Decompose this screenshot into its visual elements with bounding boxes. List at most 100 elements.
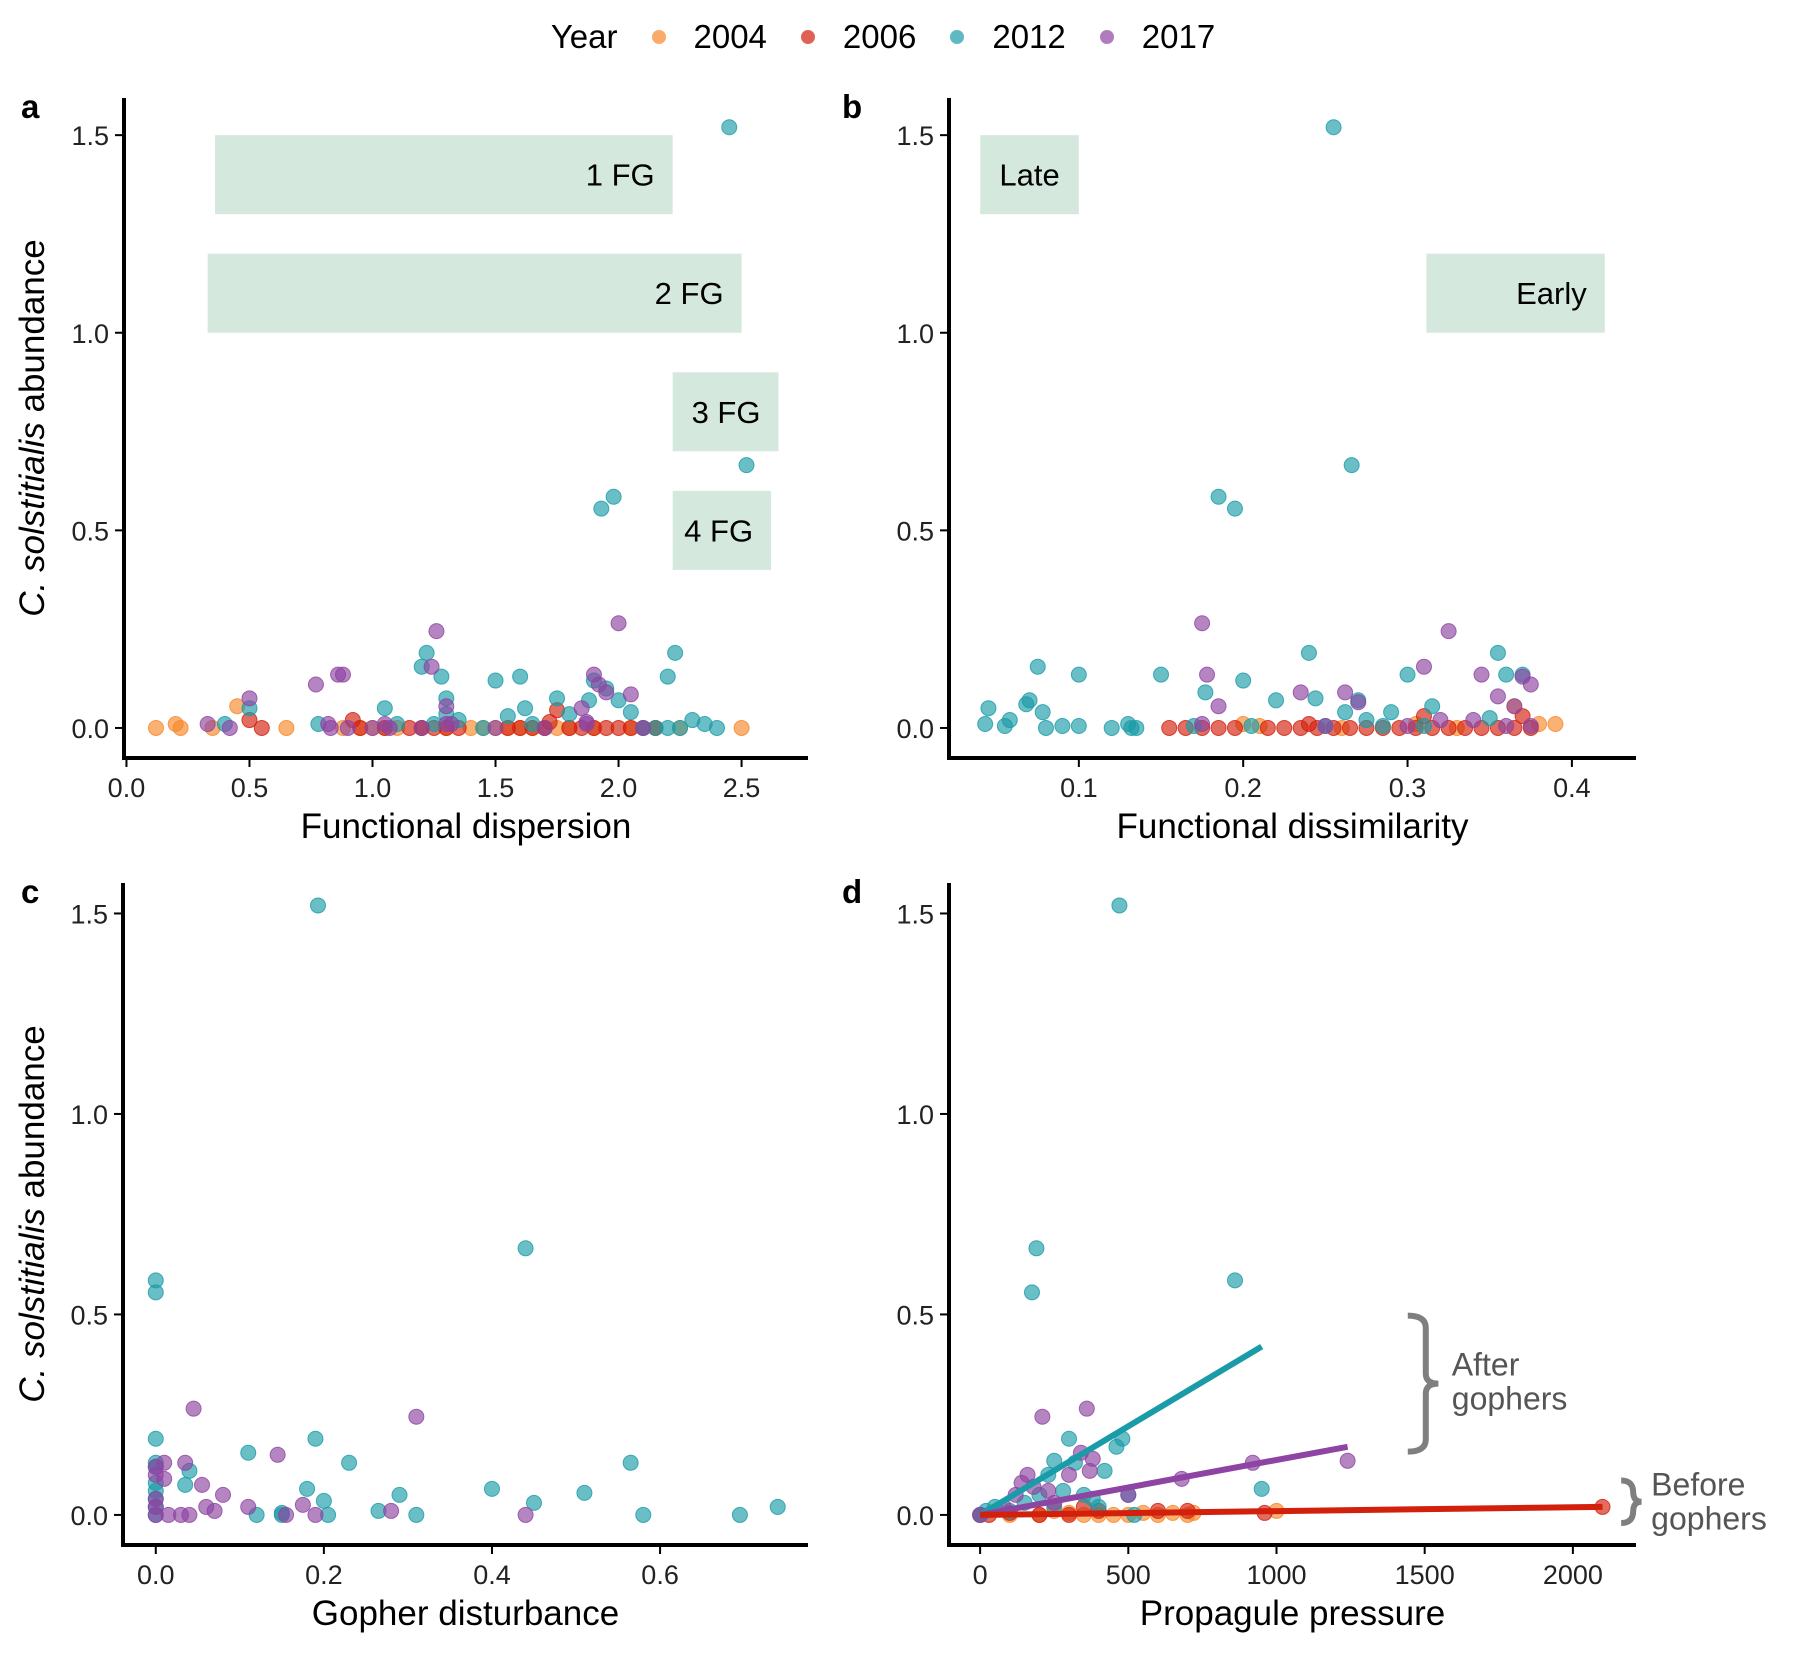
data-point-2017 [1339,1452,1356,1469]
data-point-2012 [1001,712,1018,729]
x-tick-label: 0.4 [1553,773,1591,803]
legend-item-2012: 2012 [950,18,1066,56]
data-point-2012 [315,1492,332,1509]
data-point-2017 [573,700,590,717]
data-point-2017 [1078,1400,1095,1417]
data-point-2017 [1210,698,1227,715]
brace-label: gophers [1452,1381,1568,1417]
brace-label: After [1452,1347,1520,1383]
data-point-2017 [517,1506,534,1523]
x-tick-label: 500 [1106,1560,1151,1590]
data-point-2017 [598,684,615,701]
fit-line-2006 [980,1503,1603,1518]
data-point-2017 [1199,666,1216,683]
x-tick-label: 1500 [1395,1560,1455,1590]
data-point-2017 [536,719,553,736]
data-point-2017 [307,1506,324,1523]
annotation-label: 3 FG [692,395,761,430]
data-point-2017 [294,1496,311,1513]
data-point-2017 [1084,1450,1101,1467]
data-point-2017 [578,716,595,733]
data-point-2012 [1415,717,1432,734]
y-axis-title-rest: abundance [13,239,52,422]
data-point-2012 [708,719,725,736]
data-point-2012 [299,1480,316,1497]
data-point-2017 [1506,698,1523,715]
data-point-2017 [487,719,504,736]
data-point-2017 [428,623,445,640]
data-point-2012 [1128,719,1145,736]
data-point-2017 [443,716,460,733]
data-point-2012 [1153,666,1170,683]
x-tick-label: 0.2 [1224,773,1262,803]
x-tick-label: 2000 [1543,1560,1603,1590]
data-point-2017 [199,716,216,733]
x-tick-label: 2.0 [600,773,638,803]
data-point-2004 [278,719,295,736]
data-point-2012 [499,708,516,725]
legend-label-2006: 2006 [842,18,917,55]
data-point-2017 [438,698,455,715]
y-tick-label: 0.5 [71,516,109,546]
x-axis-title: Gopher disturbance [312,1594,619,1633]
data-point-2017 [177,1454,194,1471]
legend-item-2006: 2006 [800,18,917,56]
legend-dot-2012 [950,30,965,44]
data-point-2017 [1440,623,1457,640]
legend-dot-2017 [1099,30,1114,44]
data-point-2017 [381,719,398,736]
data-point-2012 [1325,119,1342,136]
data-point-2017 [1194,716,1211,733]
data-point-2006 [1259,719,1276,736]
data-point-2012 [1307,690,1324,707]
y-tick-label: 1.0 [896,1100,934,1130]
x-tick-label: 1000 [1246,1560,1306,1590]
data-point-2012 [1028,1240,1045,1257]
panel-label: b [842,88,862,125]
data-point-2012 [1103,719,1120,736]
data-point-2012 [1300,644,1317,661]
data-point-2012 [418,644,435,661]
data-point-2012 [433,668,450,685]
y-tick-label: 1.0 [896,319,934,349]
data-point-2012 [512,668,529,685]
x-tick-label: 0.2 [305,1560,343,1590]
fit-line-2012 [978,1343,1264,1518]
data-point-2012 [1399,666,1416,683]
data-point-2012 [1343,457,1360,474]
data-point-2012 [1197,684,1214,701]
data-point-2012 [549,690,566,707]
data-point-2017 [413,719,430,736]
x-axis-title: Propagule pressure [1140,1594,1445,1633]
data-point-2017 [1473,666,1490,683]
fit-line-2017 [979,1443,1349,1518]
data-point-2012 [576,1484,593,1501]
data-point-2012 [1374,717,1391,734]
data-point-2012 [147,1430,164,1447]
brace-icon [1621,1477,1642,1526]
data-point-2012 [1481,710,1498,727]
y-tick-label: 0.0 [896,714,934,744]
data-point-2017 [185,1400,202,1417]
data-point-2012 [1096,1462,1113,1479]
data-point-2017 [334,666,351,683]
data-point-2017 [383,1502,400,1519]
data-point-2017 [622,686,639,703]
data-point-2012 [635,1506,652,1523]
y-tick-label: 1.5 [71,121,109,151]
data-point-2012 [1021,692,1038,709]
x-axis-title: Functional dispersion [301,807,632,846]
data-point-2017 [156,1454,173,1471]
data-point-2012 [659,668,676,685]
data-point-2017 [423,658,440,675]
data-point-2017 [1432,712,1449,729]
panel-label: a [21,88,40,125]
data-point-2012 [1054,717,1071,734]
data-point-2012 [1235,672,1252,689]
data-point-2017 [1522,676,1539,693]
panel-c: 0.0 0.2 0.4 0.6 0.0 0.5 1.0 1.5 Gopher disturban… [13,873,808,1633]
data-point-2006 [1342,719,1359,736]
y-axis-title-rest: abundance [13,1025,52,1208]
data-point-2017 [1061,1466,1078,1483]
data-point-2017 [1522,717,1539,734]
